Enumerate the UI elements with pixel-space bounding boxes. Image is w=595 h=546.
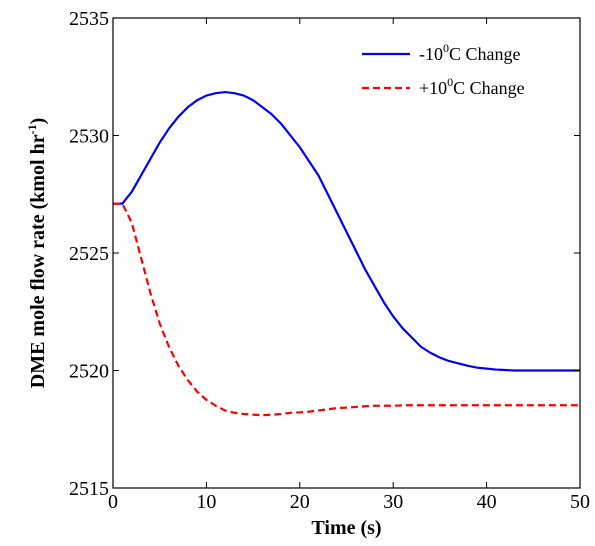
x-tick-label: 50 bbox=[570, 491, 590, 513]
x-axis-label: Time (s) bbox=[311, 517, 381, 539]
axes: 0 10 20 30 40 50 2515 2520 2525 2530 2535 Time (s) D… bbox=[25, 8, 590, 539]
series-line-1 bbox=[113, 202, 580, 417]
legend-label-0: -100C Change bbox=[419, 41, 521, 64]
x-tick-label: 20 bbox=[290, 491, 310, 513]
x-tick-label: 0 bbox=[108, 491, 118, 513]
x-tick-label: 30 bbox=[383, 491, 403, 513]
series-line-0 bbox=[113, 90, 580, 372]
y-tick-label: 2535 bbox=[69, 8, 109, 30]
y-tick-label: 2520 bbox=[69, 361, 109, 383]
plot-area bbox=[113, 90, 580, 417]
x-tick-label: 10 bbox=[196, 491, 216, 513]
y-tick-label: 2525 bbox=[69, 243, 109, 265]
legend: -100C Change +100C Change bbox=[362, 41, 525, 98]
x-tick-label: 40 bbox=[477, 491, 497, 513]
y-tick-label: 2515 bbox=[69, 478, 109, 500]
y-tick-label: 2530 bbox=[69, 126, 109, 148]
legend-label-1: +100C Change bbox=[419, 75, 525, 98]
y-axis-label: DME mole flow rate (kmol hr-1) bbox=[25, 118, 49, 389]
